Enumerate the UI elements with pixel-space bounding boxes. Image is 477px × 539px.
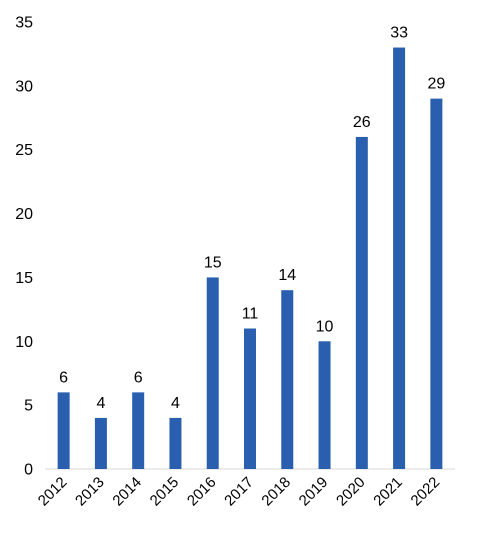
bar [430, 98, 443, 469]
data-label: 6 [59, 369, 68, 386]
y-tick-label: 35 [15, 15, 33, 32]
y-tick-label: 10 [15, 334, 33, 351]
bar [57, 392, 70, 469]
bar [318, 341, 331, 469]
data-label: 4 [171, 395, 180, 412]
x-tick-label: 2021 [370, 474, 406, 510]
x-tick-label: 2017 [221, 474, 257, 510]
bar [393, 47, 406, 470]
data-label: 29 [427, 76, 445, 93]
x-tick-label: 2016 [184, 474, 220, 510]
bar [94, 417, 107, 469]
x-tick-label: 2014 [109, 474, 145, 510]
y-tick-label: 25 [15, 142, 33, 159]
x-tick-label: 2022 [408, 474, 444, 510]
x-tick-label: 2015 [147, 474, 183, 510]
data-label: 10 [316, 318, 334, 335]
y-tick-label: 30 [15, 78, 33, 95]
data-label: 33 [390, 25, 408, 42]
x-tick-label: 2013 [72, 474, 108, 510]
x-tick-label: 2018 [258, 474, 294, 510]
bar [132, 392, 145, 469]
x-tick-label: 2012 [35, 474, 71, 510]
y-tick-label: 5 [24, 398, 33, 415]
bar [355, 136, 368, 469]
x-tick-label: 2020 [333, 474, 369, 510]
data-labels: 6 4 6 4 15 11 14 10 26 33 29 [59, 25, 445, 412]
bar [206, 277, 219, 469]
bars [57, 47, 443, 470]
data-label: 15 [204, 254, 222, 271]
data-label: 11 [242, 306, 259, 323]
x-tick-label: 2019 [296, 474, 332, 510]
bar [169, 417, 182, 469]
data-label: 14 [278, 267, 296, 284]
y-tick-label: 20 [15, 206, 33, 223]
bar [244, 328, 256, 469]
y-axis-ticks: 0 5 10 15 20 25 30 35 [15, 15, 33, 479]
data-label: 4 [96, 395, 105, 412]
y-tick-label: 0 [24, 462, 33, 479]
x-axis-ticks: 2012 2013 2014 2015 2016 2017 2018 2019 2020 2021… [35, 474, 443, 510]
bar [281, 290, 294, 469]
data-label: 26 [353, 114, 371, 131]
data-label: 6 [134, 369, 143, 386]
y-tick-label: 15 [15, 270, 33, 287]
